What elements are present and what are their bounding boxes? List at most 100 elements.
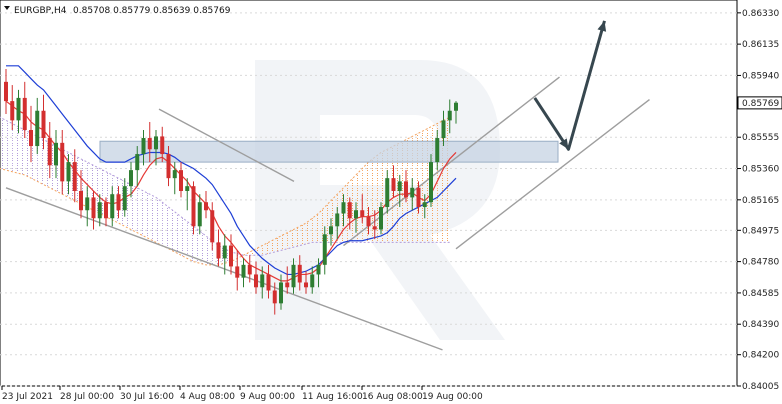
- candle-body: [104, 202, 108, 219]
- candle-body: [116, 194, 121, 211]
- candle: [104, 197, 108, 227]
- candle: [291, 258, 296, 294]
- candle: [441, 110, 446, 147]
- candle-body: [41, 110, 46, 139]
- candle: [329, 218, 333, 246]
- candle: [454, 101, 458, 124]
- candle-body: [341, 202, 346, 214]
- candle-body: [54, 142, 58, 166]
- cloud-segment: [287, 229, 294, 249]
- candle: [379, 202, 383, 235]
- cloud-segment: [262, 242, 269, 256]
- candle: [122, 178, 127, 217]
- candle-body: [235, 266, 240, 278]
- candle: [110, 186, 115, 227]
- candle-body: [47, 138, 52, 166]
- candle: [435, 130, 440, 171]
- cloud-segment: [206, 235, 213, 265]
- candle: [179, 162, 183, 198]
- y-tick-label: 0.84975: [742, 226, 779, 236]
- candle: [79, 170, 83, 219]
- candle: [204, 190, 208, 219]
- y-tick-label: 0.84200: [742, 351, 779, 361]
- candle-body: [422, 202, 427, 208]
- zone-rect: [99, 140, 559, 163]
- candle-body: [216, 242, 221, 259]
- candle-body: [310, 274, 315, 288]
- cloud-segment: [168, 207, 175, 252]
- forecast-arrow: [533, 20, 607, 151]
- candle: [91, 190, 96, 230]
- candle: [335, 207, 340, 240]
- candle-body: [97, 202, 102, 219]
- candle-body: [122, 186, 127, 211]
- candle-body: [266, 274, 271, 291]
- candle-body: [129, 170, 133, 187]
- candle-body: [297, 264, 302, 283]
- candle-body: [179, 170, 183, 191]
- candle: [316, 258, 321, 288]
- candle: [66, 154, 71, 195]
- x-tick-label: 16 Aug 08:00: [362, 392, 423, 402]
- x-tick-label: 23 Jul 2021: [2, 392, 53, 402]
- candle: [147, 121, 152, 163]
- candle-body: [291, 264, 296, 288]
- candle-body: [385, 178, 390, 208]
- candle: [354, 202, 358, 233]
- cloud-segment: [6, 120, 13, 172]
- cloud-segment: [137, 187, 144, 236]
- time-axis: 23 Jul 2021 28 Jul 00:00 30 Jul 16:00 4 Aug…: [1, 386, 483, 402]
- candle-body: [85, 197, 90, 211]
- cloud-segment: [387, 146, 394, 243]
- candle: [372, 210, 377, 240]
- y-tick-label: 0.84585: [742, 289, 779, 299]
- cloud-segment: [181, 216, 188, 259]
- candle: [210, 202, 215, 251]
- candle-body: [10, 101, 15, 121]
- candle: [35, 97, 40, 155]
- candle-body: [447, 110, 452, 121]
- candle: [310, 266, 315, 294]
- cloud-segment: [349, 174, 356, 243]
- candle: [129, 162, 133, 198]
- candle: [4, 69, 8, 114]
- candle: [47, 121, 52, 179]
- candle: [366, 207, 371, 235]
- y-tick-label: 0.85769: [742, 99, 779, 109]
- x-tick-label: 30 Jul 16:00: [120, 392, 174, 402]
- candle: [191, 181, 196, 235]
- dropdown-triangle-icon[interactable]: [4, 6, 10, 10]
- candle-body: [185, 186, 190, 191]
- candle: [416, 181, 421, 214]
- candle-body: [429, 162, 433, 203]
- cloud-segment: [131, 184, 138, 233]
- cloud-segment: [37, 136, 44, 185]
- y-tick-label: 0.85165: [742, 196, 779, 206]
- y-tick-label: 0.84005: [742, 382, 779, 392]
- candle: [410, 178, 415, 211]
- candle-body: [60, 142, 65, 182]
- candle: [216, 229, 221, 267]
- candle-body: [397, 181, 402, 191]
- candle-body: [254, 274, 258, 288]
- cloud-segment: [143, 190, 150, 240]
- cloud-segment: [281, 232, 288, 251]
- candle-body: [66, 162, 71, 182]
- cloud-segment: [199, 231, 206, 265]
- arrow-mid-head: [559, 138, 569, 150]
- candle-body: [260, 274, 265, 288]
- candle: [154, 130, 158, 166]
- candle: [222, 234, 227, 275]
- cloud-segment: [406, 136, 413, 243]
- candle-body: [22, 97, 27, 131]
- y-tick-label: 0.85555: [742, 133, 779, 143]
- candle: [347, 197, 352, 230]
- candle: [279, 274, 283, 310]
- candle-body: [110, 194, 115, 219]
- candle-body: [410, 187, 415, 198]
- candle-body: [366, 216, 371, 227]
- channel-upper-descending: [158, 108, 295, 182]
- candle: [266, 264, 271, 299]
- candle: [297, 255, 302, 291]
